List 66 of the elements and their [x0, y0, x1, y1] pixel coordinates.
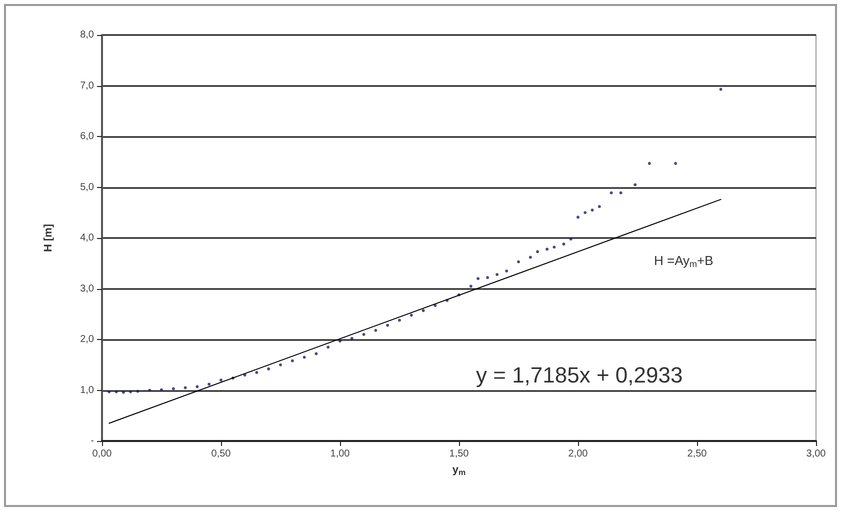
- y-tick-label: 7,0: [80, 80, 94, 92]
- y-tick-label: 1,0: [80, 384, 94, 396]
- point: [196, 385, 199, 388]
- point: [546, 248, 549, 251]
- point: [536, 250, 540, 254]
- point: [590, 208, 594, 212]
- point: [469, 284, 472, 288]
- point: [528, 256, 532, 259]
- point: [172, 387, 175, 390]
- point: [496, 273, 499, 276]
- point: [476, 277, 480, 280]
- point: [569, 238, 572, 241]
- point: [634, 183, 637, 186]
- point: [410, 314, 413, 317]
- point: [648, 162, 651, 165]
- point: [584, 211, 587, 214]
- annotation: y = 1,7185x + 0,2933: [476, 362, 683, 388]
- x-tick-label: 0,50: [211, 448, 232, 460]
- y-axis-title: H [m]: [42, 224, 54, 252]
- point: [576, 216, 580, 219]
- point: [552, 246, 556, 249]
- point: [279, 363, 282, 366]
- point: [386, 324, 390, 327]
- point: [326, 346, 330, 349]
- point: [598, 205, 601, 208]
- x-tick-label: 2,00: [568, 448, 588, 460]
- x-tick-label: 0,00: [92, 448, 112, 460]
- point: [610, 191, 613, 194]
- x-tick-label: 1,50: [449, 448, 470, 460]
- point: [374, 328, 378, 332]
- point: [619, 191, 622, 194]
- point: [122, 390, 125, 394]
- point: [314, 352, 318, 356]
- point: [208, 382, 211, 386]
- point: [398, 318, 401, 322]
- y-tick-label: 6,0: [80, 131, 94, 142]
- y-tick-label: 2,0: [80, 334, 94, 345]
- y-tick-label: 3,0: [80, 283, 94, 294]
- y-tick-label: 8,0: [80, 30, 94, 40]
- point: [220, 378, 222, 382]
- point: [338, 340, 342, 343]
- point: [136, 390, 140, 393]
- x-tick-label: 3,00: [806, 448, 826, 460]
- point: [129, 390, 132, 394]
- point: [517, 260, 520, 264]
- point: [719, 88, 722, 91]
- y-tick-label: -: [90, 436, 94, 446]
- point: [267, 367, 270, 370]
- point: [148, 388, 152, 392]
- point: [114, 390, 118, 394]
- point: [184, 386, 187, 390]
- x-tick-label: 1,00: [330, 448, 350, 460]
- point: [674, 162, 678, 165]
- x-tick-label: 2,50: [687, 448, 708, 460]
- point: [562, 242, 566, 246]
- point: [505, 269, 508, 272]
- y-tick-label: 4,0: [80, 232, 94, 244]
- y-tick-label: 5,0: [80, 182, 94, 193]
- point: [160, 388, 163, 392]
- point: [362, 332, 366, 336]
- point: [302, 356, 306, 359]
- point: [290, 359, 294, 362]
- point: [255, 370, 258, 374]
- point: [350, 336, 354, 340]
- point: [486, 276, 490, 280]
- point: [422, 309, 425, 312]
